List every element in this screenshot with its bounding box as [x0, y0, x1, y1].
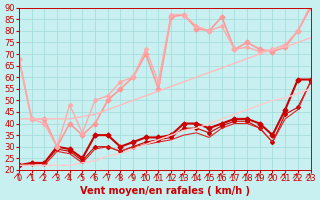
X-axis label: Vent moyen/en rafales ( km/h ): Vent moyen/en rafales ( km/h ) — [80, 186, 250, 196]
